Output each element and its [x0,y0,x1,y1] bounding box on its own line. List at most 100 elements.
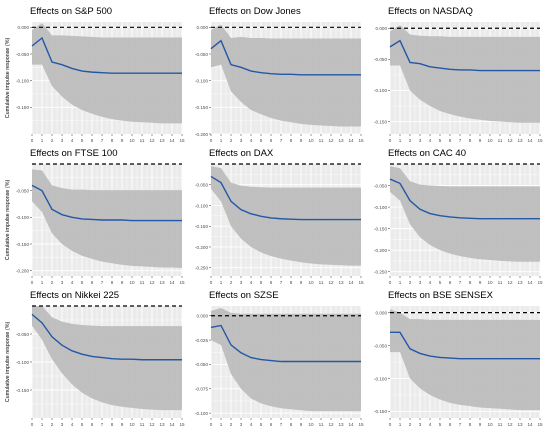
y-tick-label: -0.200 [16,268,29,273]
y-tick-label: -0.150 [16,242,29,247]
confidence-band [211,166,361,266]
x-tick-label: 14 [348,422,354,427]
x-tick-label: 15 [358,138,364,143]
x-tick-label: 3 [419,280,422,285]
x-tick-label: 8 [111,280,114,285]
x-tick-label: 5 [439,422,442,427]
x-tick-label: 1 [220,422,223,427]
impulse-response-line [31,313,182,361]
x-tick-label: 1 [399,422,402,427]
x-tick-label: 0 [389,422,392,427]
x-tick-label: 9 [300,280,303,285]
y-tick-label: -0.150 [374,119,387,124]
x-tick-label: 13 [159,422,165,427]
x-tick-label: 10 [308,422,314,427]
y-tick-label: -0.100 [16,360,29,365]
impulse-response-line [210,175,361,221]
x-tick-label: 8 [111,138,114,143]
x-tick-label: 14 [169,138,175,143]
panel-title: Effects on S&P 500 [30,6,112,17]
x-tick-label: 6 [270,280,273,285]
impulse-response-line [31,184,182,222]
y-tick-label: -0.250 [374,269,387,274]
x-tick-label: 10 [487,138,493,143]
x-tick-label: 10 [487,422,493,427]
x-tick-label: 6 [91,138,94,143]
x-tick-label: 15 [537,138,543,143]
y-tick-label: -0.050 [374,183,387,188]
x-tick-label: 7 [459,138,462,143]
x-tick-label: 13 [159,138,165,143]
y-tick-label: -0.050 [16,52,29,57]
y-tick-label: -0.050 [195,183,208,188]
x-tick-label: 9 [121,422,124,427]
x-tick-label: 0 [389,280,392,285]
x-tick-label: 11 [498,138,503,143]
x-tick-label: 4 [71,138,74,143]
y-axis-label: Cumulative impulse response (%) [5,180,11,261]
x-tick-label: 11 [319,280,324,285]
x-tick-label: 10 [129,138,135,143]
x-tick-label: 14 [348,280,354,285]
y-tick-label: -0.050 [16,188,29,193]
x-tick-label: 1 [399,138,402,143]
y-tick-label: -0.025 [195,338,208,343]
x-tick-label: 8 [290,138,293,143]
x-tick-label: 10 [308,138,314,143]
y-tick-label: -0.075 [195,387,208,392]
x-tick-label: 10 [129,422,135,427]
x-tick-label: 0 [31,280,34,285]
x-tick-label: 9 [479,280,482,285]
x-tick-label: 1 [220,280,223,285]
x-tick-label: 2 [409,138,412,143]
x-tick-label: 3 [419,138,422,143]
x-tick-label: 13 [338,138,344,143]
x-tick-label: 7 [280,138,283,143]
x-tick-label: 13 [517,422,523,427]
x-tick-label: 12 [507,422,513,427]
x-tick-label: 4 [250,422,253,427]
panel-title: Effects on BSE SENSEX [388,290,494,301]
y-tick-label: -0.150 [374,409,387,414]
x-tick-label: 2 [230,138,233,143]
y-tick-label: 0.000 [197,25,209,30]
y-tick-label: -0.100 [16,78,29,83]
x-tick-label: 5 [260,280,263,285]
x-tick-label: 11 [498,422,503,427]
x-tick-label: 1 [41,422,44,427]
x-tick-label: 2 [51,422,54,427]
x-tick-label: 5 [81,138,84,143]
y-axis-label: Cumulative impulse response (%) [5,38,11,119]
panel-title: Effects on SZSE [209,290,279,301]
x-tick-label: 11 [319,422,324,427]
confidence-band [211,307,361,412]
x-tick-label: 6 [270,138,273,143]
x-tick-label: 3 [61,280,64,285]
x-tick-label: 9 [300,138,303,143]
x-tick-label: 8 [469,280,472,285]
x-tick-label: 15 [537,280,543,285]
panel-9: Effects on BSE SENSEX 0.000 -0.050 -0.100 -0… [374,290,543,427]
confidence-band [390,166,540,262]
x-tick-label: 13 [159,280,165,285]
x-tick-label: 4 [429,280,432,285]
x-tick-label: 12 [149,422,155,427]
x-tick-label: 12 [507,138,513,143]
panel-5: Effects on DAX -0.050 -0.100 -0.150 -0.200 -0… [195,148,364,285]
panel-1: Effects on S&P 500 0.000 -0.050 -0.100 -0.15… [5,6,185,143]
y-tick-label: -0.200 [374,248,387,253]
x-tick-label: 7 [101,422,104,427]
x-tick-label: 10 [487,280,493,285]
x-tick-label: 2 [51,138,54,143]
x-tick-label: 1 [399,280,402,285]
y-tick-label: -0.150 [16,388,29,393]
confidence-band [211,24,361,127]
x-tick-label: 6 [91,422,94,427]
x-tick-label: 14 [527,280,533,285]
y-tick-label: -0.050 [195,362,208,367]
x-tick-label: 12 [328,280,334,285]
x-tick-label: 7 [459,422,462,427]
panel-4: Effects on FTSE 100 -0.050 -0.100 -0.150 -0.… [5,148,185,285]
